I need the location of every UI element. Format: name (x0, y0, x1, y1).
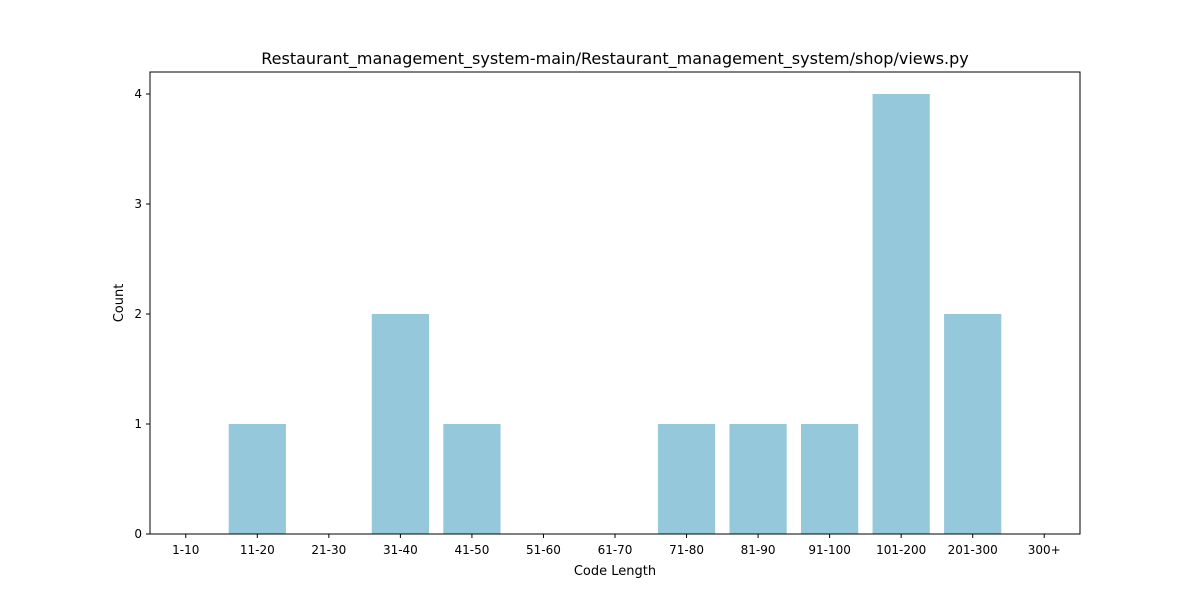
x-tick-label: 41-50 (454, 543, 489, 557)
x-tick-label: 21-30 (311, 543, 346, 557)
bar-201-300 (944, 314, 1002, 534)
x-tick-label: 81-90 (741, 543, 776, 557)
x-tick-label: 201-300 (948, 543, 998, 557)
bar-31-40 (371, 314, 429, 534)
bar-11-20 (228, 424, 286, 534)
chart-title: Restaurant_management_system-main/Restau… (261, 49, 968, 69)
x-tick-label: 11-20 (240, 543, 275, 557)
x-tick-label: 71-80 (669, 543, 704, 557)
x-tick-label: 1-10 (172, 543, 199, 557)
bar-91-100 (801, 424, 859, 534)
y-tick-label: 0 (134, 527, 142, 541)
x-tick-label: 300+ (1028, 543, 1061, 557)
bar-81-90 (729, 424, 787, 534)
x-tick-label: 51-60 (526, 543, 561, 557)
y-tick-label: 2 (134, 307, 142, 321)
y-axis: 0 1 2 3 4 (134, 87, 150, 541)
bar-41-50 (443, 424, 501, 534)
x-tick-label: 31-40 (383, 543, 418, 557)
y-tick-label: 3 (134, 197, 142, 211)
y-axis-label: Count (112, 284, 127, 323)
plot-frame (149, 71, 1081, 535)
x-axis: 1-10 11-20 21-30 31-40 41-50 51-60 61-70 71-80 8… (172, 534, 1061, 557)
bar-101-200 (872, 94, 930, 534)
y-tick-label: 1 (134, 417, 142, 431)
y-tick-label: 4 (134, 87, 142, 101)
bars-layer (228, 94, 1002, 534)
x-tick-label: 61-70 (598, 543, 633, 557)
x-tick-label: 91-100 (808, 543, 851, 557)
x-axis-label: Code Length (574, 564, 656, 579)
bar-71-80 (657, 424, 716, 534)
x-tick-label: 101-200 (876, 543, 926, 557)
